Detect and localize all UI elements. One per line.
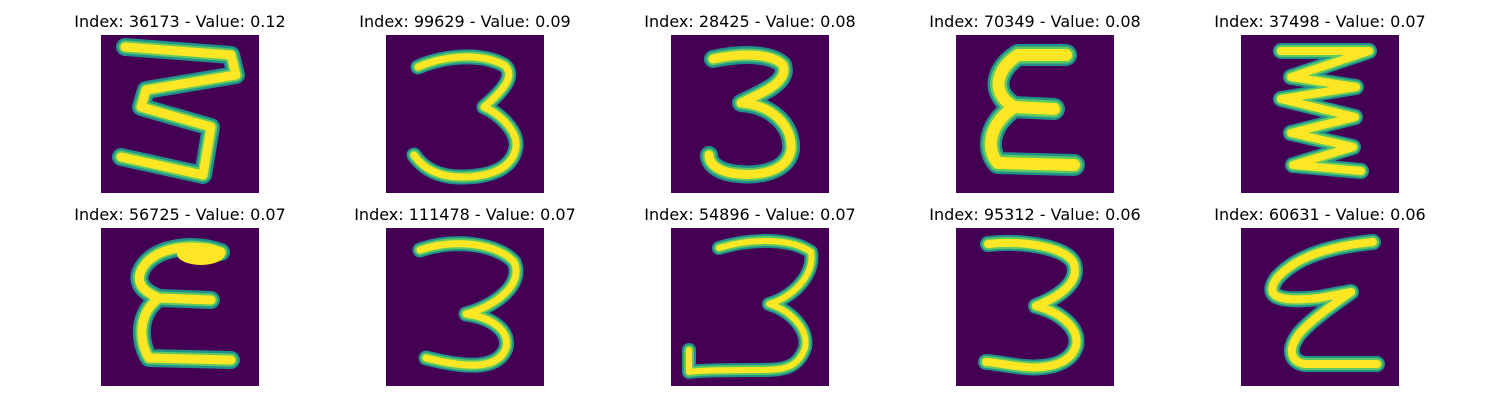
panel-5: Index: 37498 - Value: 0.07 <box>1190 12 1450 197</box>
digit-image <box>386 228 544 386</box>
panel-6: Index: 56725 - Value: 0.07 <box>50 205 310 390</box>
panel-3: Index: 28425 - Value: 0.08 <box>620 12 880 197</box>
digit-image <box>1241 35 1399 193</box>
panel-title: Index: 37498 - Value: 0.07 <box>1214 12 1426 31</box>
digit-3-image <box>1241 228 1399 386</box>
digit-image <box>1241 228 1399 386</box>
panel-8: Index: 54896 - Value: 0.07 <box>620 205 880 390</box>
digit-3-image <box>386 35 544 193</box>
digit-image <box>671 228 829 386</box>
digit-3-image <box>101 228 259 386</box>
panel-2: Index: 99629 - Value: 0.09 <box>335 12 595 197</box>
panel-1: Index: 36173 - Value: 0.12 <box>50 12 310 197</box>
panel-7: Index: 111478 - Value: 0.07 <box>335 205 595 390</box>
digit-image <box>386 35 544 193</box>
panel-4: Index: 70349 - Value: 0.08 <box>905 12 1165 197</box>
digit-image <box>671 35 829 193</box>
panel-title: Index: 99629 - Value: 0.09 <box>359 12 571 31</box>
digit-3-image <box>956 228 1114 386</box>
digit-3-image <box>671 228 829 386</box>
digit-3-image <box>671 35 829 193</box>
panel-title: Index: 111478 - Value: 0.07 <box>354 205 576 224</box>
digit-3-image <box>101 35 259 193</box>
digit-3-image <box>956 35 1114 193</box>
panel-9: Index: 95312 - Value: 0.06 <box>905 205 1165 390</box>
digit-image <box>101 35 259 193</box>
panel-title: Index: 28425 - Value: 0.08 <box>644 12 856 31</box>
panel-title: Index: 54896 - Value: 0.07 <box>644 205 856 224</box>
panel-title: Index: 56725 - Value: 0.07 <box>74 205 286 224</box>
panel-title: Index: 60631 - Value: 0.06 <box>1214 205 1426 224</box>
digit-image <box>956 228 1114 386</box>
panel-10: Index: 60631 - Value: 0.06 <box>1190 205 1450 390</box>
panel-title: Index: 95312 - Value: 0.06 <box>929 205 1141 224</box>
digit-image <box>956 35 1114 193</box>
digit-3-image <box>1241 35 1399 193</box>
digit-3-image <box>386 228 544 386</box>
panel-title: Index: 36173 - Value: 0.12 <box>74 12 286 31</box>
digit-image <box>101 228 259 386</box>
panel-title: Index: 70349 - Value: 0.08 <box>929 12 1141 31</box>
